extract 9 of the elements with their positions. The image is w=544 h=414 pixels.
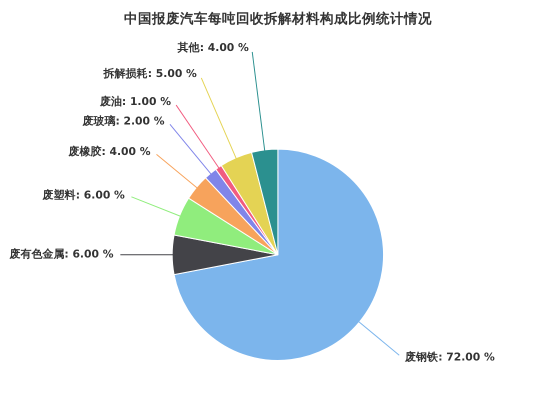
slice-label: 废钢铁: 72.00 % — [404, 350, 495, 364]
slice-label: 废有色金属: 6.00 % — [8, 248, 114, 261]
slice-label: 废塑料: 6.00 % — [42, 188, 126, 202]
chart-title: 中国报废汽车每吨回收拆解材料构成比例统计情况 — [124, 10, 433, 27]
slice-label: 拆解损耗: 5.00 % — [102, 67, 198, 80]
slice-label: 其他: 4.00 % — [176, 40, 250, 54]
slice-label: 废橡胶: 4.00 % — [67, 144, 151, 158]
slice-label: 废油: 1.00 % — [98, 94, 172, 108]
slice-label: 废玻璃: 2.00 % — [81, 114, 165, 128]
